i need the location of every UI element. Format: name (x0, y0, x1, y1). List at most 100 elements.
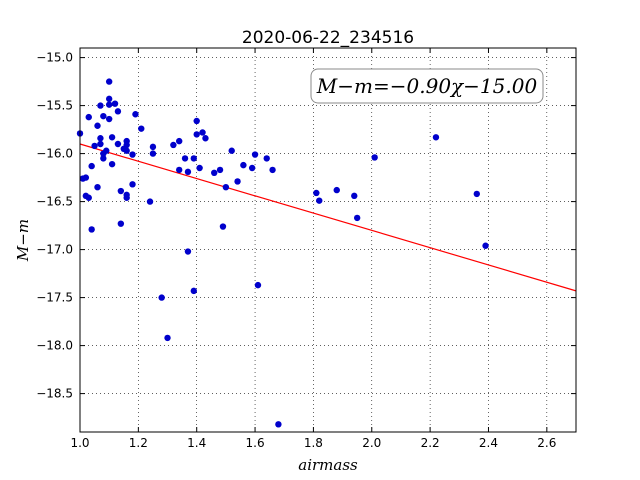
data-point (248, 164, 256, 172)
data-point (129, 151, 136, 158)
data-point (85, 194, 92, 201)
data-point (196, 164, 203, 172)
data-point (105, 115, 113, 123)
plot-frame (79, 47, 577, 433)
data-point (82, 174, 90, 181)
y-tick-label: −16.5 (36, 195, 73, 209)
fit-equation-label: M−m=−0.90χ−15.00 (316, 74, 538, 98)
x-axis-ticks: 1.0 1.2 1.4 1.6 1.8 2.0 2.2 2.4 2.6 (70, 48, 556, 450)
y-axis-label: M−m (14, 219, 32, 262)
grid-lines (79, 48, 576, 432)
data-point (202, 135, 209, 142)
data-point (190, 287, 197, 295)
data-point (108, 134, 116, 141)
data-point (94, 122, 101, 129)
y-tick-label: −18.0 (36, 339, 73, 353)
data-point (100, 112, 107, 120)
chart-title: 2020-06-22_234516 (242, 28, 414, 48)
data-point (351, 192, 358, 200)
data-point (91, 142, 98, 150)
data-point (103, 147, 110, 154)
data-point (190, 155, 197, 162)
data-point (275, 421, 282, 428)
x-tick-label: 1.2 (129, 436, 148, 450)
data-point (432, 134, 440, 141)
data-point (176, 137, 183, 145)
data-point (181, 155, 189, 162)
data-point (269, 166, 276, 174)
fit-equation-box: M−m=−0.90χ−15.00 (310, 68, 544, 104)
data-point (170, 141, 177, 149)
x-tick-label: 1.0 (70, 436, 89, 450)
data-point (184, 168, 192, 176)
data-point (105, 78, 113, 85)
data-point (216, 166, 224, 174)
data-point (211, 169, 218, 176)
data-point (97, 140, 104, 148)
data-point (108, 160, 116, 168)
data-point (164, 334, 171, 342)
x-tick-label: 1.6 (246, 436, 265, 450)
y-tick-label: −17.0 (36, 243, 73, 257)
x-tick-label: 2.0 (362, 436, 381, 450)
data-point (193, 131, 200, 138)
data-point (149, 150, 157, 157)
data-point (313, 189, 320, 197)
data-point (123, 147, 130, 154)
data-point (176, 166, 183, 174)
y-tick-label: −16.0 (36, 147, 73, 161)
y-tick-label: −15.0 (36, 51, 73, 65)
data-point (111, 100, 119, 107)
data-point (97, 135, 104, 142)
data-point (114, 140, 122, 148)
data-point (199, 129, 206, 136)
data-point (129, 181, 136, 188)
y-axis-ticks: −15.0 −15.5 −16.0 −16.5 −17.0 −17.5 −18.0 −18.5 (36, 51, 576, 401)
fit-line (79, 143, 577, 292)
data-point (482, 242, 489, 249)
data-point (228, 147, 235, 154)
x-tick-label: 2.6 (537, 436, 556, 450)
data-point (473, 190, 480, 198)
annotation-box (310, 68, 544, 104)
data-point (132, 111, 139, 118)
data-point (117, 220, 125, 227)
data-point (123, 194, 130, 201)
data-point (146, 198, 154, 205)
data-point (88, 226, 95, 233)
data-point (263, 155, 270, 162)
x-tick-label: 1.8 (304, 436, 323, 450)
x-tick-label: 2.2 (421, 436, 440, 450)
data-point (234, 178, 241, 185)
data-point (149, 143, 157, 151)
data-point (123, 141, 130, 149)
data-point (240, 161, 247, 169)
data-point (193, 117, 200, 125)
data-point (251, 151, 259, 158)
data-point (117, 187, 125, 195)
data-point (184, 248, 192, 255)
x-axis-label: airmass (298, 456, 358, 474)
data-point (222, 184, 230, 191)
data-point (114, 108, 122, 115)
data-point (100, 155, 107, 162)
data-point (97, 102, 104, 109)
data-point (94, 184, 101, 191)
data-point (371, 154, 378, 161)
data-points (76, 78, 489, 428)
data-point (219, 223, 227, 230)
data-point (353, 214, 361, 222)
x-tick-label: 1.4 (187, 436, 206, 450)
data-point (138, 125, 145, 132)
x-tick-label: 2.4 (479, 436, 498, 450)
data-point (85, 113, 92, 121)
data-point (316, 197, 323, 204)
data-point (333, 186, 340, 194)
data-point (105, 95, 113, 103)
data-point (105, 101, 113, 108)
data-point (158, 294, 165, 301)
y-tick-label: −18.5 (36, 387, 73, 401)
data-point (88, 162, 95, 170)
y-tick-label: −15.5 (36, 99, 73, 113)
